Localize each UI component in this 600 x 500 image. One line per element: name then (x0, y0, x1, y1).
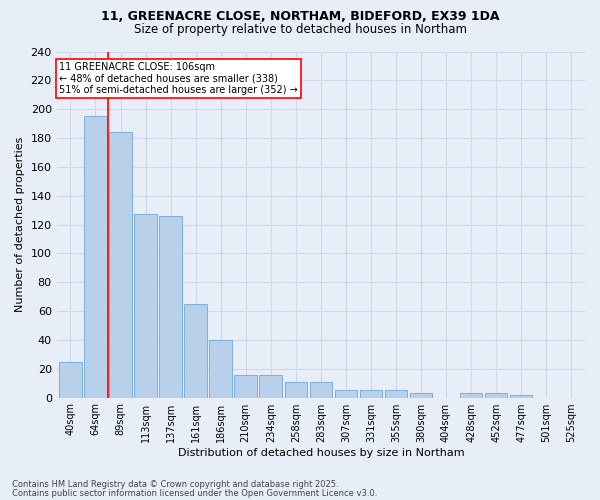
Bar (160, 216, 182, 398)
Bar (235, 374, 257, 398)
Bar (510, 394, 532, 398)
Text: 11, GREENACRE CLOSE, NORTHAM, BIDEFORD, EX39 1DA: 11, GREENACRE CLOSE, NORTHAM, BIDEFORD, … (101, 10, 499, 23)
Y-axis label: Number of detached properties: Number of detached properties (15, 137, 25, 312)
Bar (485, 394, 508, 398)
Bar (59, 362, 82, 398)
Bar (209, 340, 232, 398)
Bar (460, 394, 482, 398)
Bar (310, 382, 332, 398)
Bar (385, 390, 407, 398)
Bar (259, 374, 282, 398)
Text: Size of property relative to detached houses in Northam: Size of property relative to detached ho… (133, 22, 467, 36)
Bar (410, 394, 432, 398)
Text: Contains HM Land Registry data © Crown copyright and database right 2025.: Contains HM Land Registry data © Crown c… (12, 480, 338, 489)
Text: 11 GREENACRE CLOSE: 106sqm
← 48% of detached houses are smaller (338)
51% of sem: 11 GREENACRE CLOSE: 106sqm ← 48% of deta… (59, 62, 298, 95)
Bar (134, 214, 157, 398)
Bar (359, 390, 382, 398)
Text: Contains public sector information licensed under the Open Government Licence v3: Contains public sector information licen… (12, 489, 377, 498)
Bar (335, 390, 357, 398)
Bar (84, 116, 107, 398)
X-axis label: Distribution of detached houses by size in Northam: Distribution of detached houses by size … (178, 448, 464, 458)
Bar (184, 304, 207, 398)
Bar (284, 382, 307, 398)
Bar (109, 132, 132, 398)
